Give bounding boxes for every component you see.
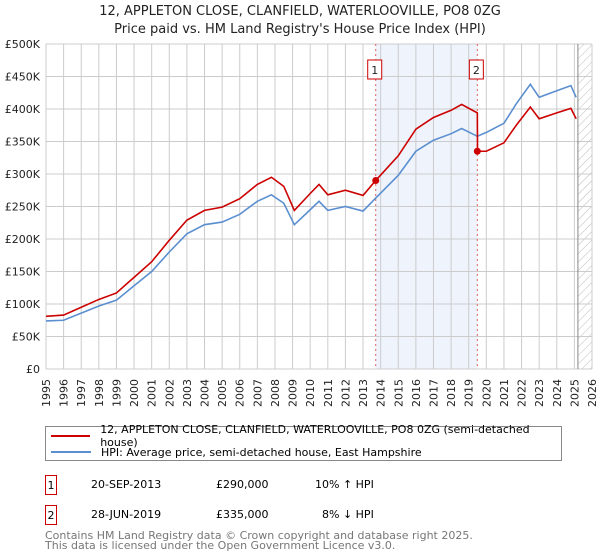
x-tick-label: 2013 [357, 379, 370, 407]
x-tick-label: 2020 [480, 379, 493, 407]
transaction-hpi: 10% ↑ HPI [315, 478, 374, 491]
footer-line: Contains HM Land Registry data © Crown c… [45, 529, 473, 542]
price-paid-line [45, 103, 577, 318]
x-tick-label: 2023 [533, 379, 546, 407]
y-tick-label: £350K [5, 136, 41, 149]
price-chart: 1995 1996 1997 1998 1999 2000 2001 2002 2003 2004… [5, 38, 599, 407]
y-tick-label: £450K [5, 71, 41, 84]
x-tick-label: 2025 [568, 379, 581, 407]
x-tick-label: 2011 [322, 379, 335, 407]
x-tick-label: 2007 [251, 379, 264, 407]
y-tick-label: £100K [5, 298, 41, 311]
transaction-date: 20-SEP-2013 [91, 478, 162, 491]
legend-item-hpi: HPI: Average price, semi-detached house,… [51, 444, 422, 460]
chart-title: 12, APPLETON CLOSE, CLANFIELD, WATERLOOV… [99, 4, 501, 19]
transaction-price: £335,000 [216, 508, 269, 521]
y-tick-label: £0 [26, 363, 40, 376]
y-tick-label: £50K [12, 331, 41, 344]
x-tick-label: 2016 [410, 379, 423, 407]
y-tick-label: £300K [5, 168, 41, 181]
x-tick-label: 2001 [146, 379, 159, 407]
x-tick-label: 1995 [40, 379, 53, 407]
transaction-badge: 2 [45, 505, 57, 525]
footer-line: This data is licensed under the Open Gov… [45, 539, 396, 552]
transaction-row: 1 20-SEP-2013 £290,000 10% ↑ HPI [45, 475, 565, 495]
x-tick-label: 1996 [58, 379, 71, 407]
hpi-line [45, 82, 577, 322]
x-tick-label: 2006 [234, 379, 247, 407]
y-tick-label: £250K [5, 201, 41, 214]
x-tick-label: 2004 [199, 379, 212, 407]
sale-point [473, 147, 481, 155]
x-tick-label: 2018 [445, 379, 458, 407]
x-tick-label: 2002 [163, 379, 176, 407]
x-tick-label: 2010 [304, 379, 317, 407]
x-tick-label: 2000 [128, 379, 141, 407]
x-tick-label: 2017 [427, 379, 440, 407]
transaction-price: £290,000 [216, 478, 269, 491]
marker-box [468, 59, 484, 80]
legend-label: 12, APPLETON CLOSE, CLANFIELD, WATERLOOV… [100, 423, 530, 449]
transaction-row: 2 28-JUN-2019 £335,000 8% ↓ HPI [45, 505, 565, 525]
marker-label: 1 [371, 64, 378, 77]
chart-subtitle: Price paid vs. HM Land Registry's House … [114, 22, 486, 37]
x-tick-label: 2019 [463, 379, 476, 407]
legend-swatch-blue [51, 451, 91, 453]
x-tick-label: 2021 [498, 379, 511, 407]
x-tick-label: 2003 [181, 379, 194, 407]
x-tick-label: 2005 [216, 379, 229, 407]
x-tick-label: 2022 [516, 379, 529, 407]
x-tick-label: 2009 [287, 379, 300, 407]
marker-label: 2 [473, 64, 480, 77]
transaction-date: 28-JUN-2019 [91, 508, 162, 521]
marker-box [367, 59, 383, 80]
legend-item-property: 12, APPLETON CLOSE, CLANFIELD, WATERLOOV… [51, 423, 561, 449]
x-tick-label: 2014 [375, 379, 388, 407]
legend-swatch-red [51, 435, 91, 437]
legend-label: HPI: Average price, semi-detached house,… [101, 445, 422, 459]
legend: 12, APPLETON CLOSE, CLANFIELD, WATERLOOV… [45, 423, 562, 461]
x-tick-label: 1998 [93, 379, 106, 407]
x-tick-label: 2026 [586, 379, 599, 407]
x-tick-label: 1997 [75, 379, 88, 407]
y-tick-label: £150K [5, 266, 41, 279]
x-tick-label: 2024 [551, 379, 564, 407]
x-tick-label: 2008 [269, 379, 282, 407]
y-tick-label: £500K [5, 38, 41, 51]
footer: Contains HM Land Registry data © Crown c… [45, 529, 473, 552]
x-tick-label: 2012 [339, 379, 352, 407]
y-tick-label: £400K [5, 103, 41, 116]
transaction-badge: 1 [45, 475, 57, 495]
x-tick-label: 2015 [392, 379, 405, 407]
sale-point [372, 177, 380, 184]
x-tick-label: 1999 [110, 379, 123, 407]
transaction-hpi: 8% ↓ HPI [322, 508, 374, 521]
y-tick-label: £200K [5, 233, 41, 246]
